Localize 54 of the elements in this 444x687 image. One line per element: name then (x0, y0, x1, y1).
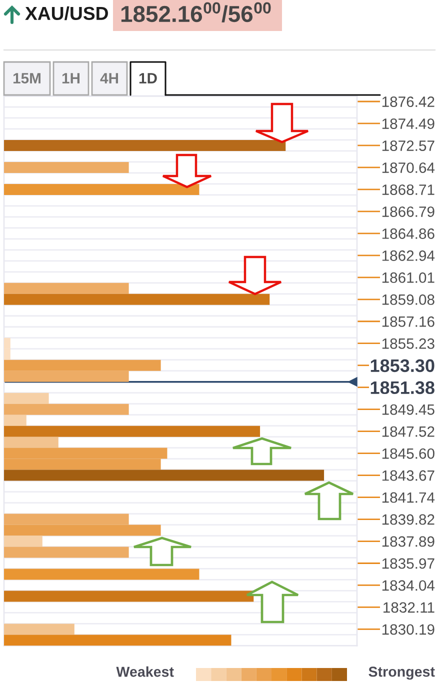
bar (4, 568, 200, 580)
bar (4, 162, 129, 173)
y-tick-label: 1830.19 (382, 624, 434, 635)
bar (4, 360, 161, 371)
y-tick-label: 1837.89 (382, 536, 434, 547)
y-tick-label: 1866.79 (382, 206, 434, 217)
text: 1H (62, 73, 80, 84)
y-tick-label: 1872.57 (382, 140, 434, 152)
y-tick-label: 1835.97 (382, 558, 434, 569)
bar (4, 624, 74, 635)
y-tick-label: 1870.64 (382, 162, 435, 173)
bar (4, 392, 49, 404)
y-tick-label: 1868.71 (382, 184, 434, 195)
bar (4, 294, 270, 305)
y-tick-label: 1834.04 (382, 580, 435, 591)
y-tick-label: 1859.08 (382, 294, 434, 305)
text: 4H (100, 73, 118, 84)
y-tick-label: 1853.30 (370, 359, 434, 372)
y-tick-label: 1874.49 (382, 118, 434, 130)
bar (4, 634, 232, 646)
bar (4, 404, 129, 415)
y-tick-label: 1864.86 (382, 228, 434, 239)
y-tick-label: 1849.45 (382, 404, 434, 415)
y-tick-label: 1855.23 (382, 338, 434, 349)
y-tick-label: 1832.11 (384, 602, 434, 613)
y-tick-label: 1847.52 (382, 426, 434, 437)
bar (4, 590, 254, 602)
text: 15M (13, 73, 40, 84)
text: Strongest (368, 666, 435, 680)
y-tick-label: 1876.42 (382, 96, 434, 108)
text: Weakest (116, 666, 174, 677)
bar (4, 370, 129, 382)
text: 1D (139, 73, 157, 84)
y-tick-label: 1843.67 (382, 470, 434, 481)
bar (4, 514, 129, 525)
bar (4, 282, 129, 294)
chart-subtitle: 1852.16$^{00}$/56$^{00}$ (121, 2, 271, 22)
bar (4, 536, 42, 547)
bar (4, 546, 129, 558)
y-tick-label: 1862.94 (382, 250, 435, 261)
y-tick-label: 1839.82 (382, 514, 434, 525)
bar (4, 140, 286, 151)
bar (4, 524, 161, 536)
y-tick-label: 1841.74 (382, 492, 435, 503)
y-tick-label: 1857.16 (382, 316, 434, 327)
chart-title: XAU/USD (25, 6, 108, 20)
y-tick-label: 1861.01 (382, 272, 434, 283)
y-tick-label: 1845.60 (382, 448, 434, 459)
bar (4, 414, 26, 426)
y-tick-label: 1851.38 (370, 381, 434, 394)
bar (4, 426, 260, 437)
bar (4, 184, 200, 195)
bar (4, 470, 324, 481)
bar (4, 436, 58, 448)
